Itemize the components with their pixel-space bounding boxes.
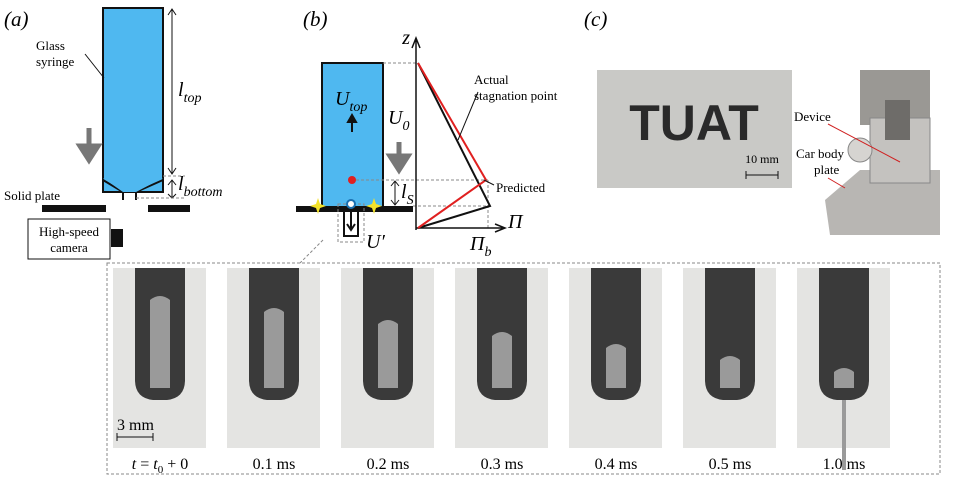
liquid-image bbox=[264, 308, 284, 388]
figure: (a) Glass syringe ltop lbottom Solid pla… bbox=[0, 0, 958, 483]
plate-label: plate bbox=[814, 162, 839, 177]
time-label: 1.0 ms bbox=[823, 456, 866, 473]
meniscus bbox=[347, 200, 355, 208]
plate bbox=[148, 205, 190, 212]
time-label: 0.3 ms bbox=[481, 456, 524, 473]
sample-text: TUAT bbox=[629, 95, 759, 151]
leader bbox=[85, 54, 104, 78]
pi-label: Π bbox=[507, 211, 524, 233]
l-bottom: lbottom bbox=[178, 173, 222, 200]
z-label: z bbox=[401, 27, 410, 49]
syringe-label: syringe bbox=[36, 54, 75, 69]
camera-label: camera bbox=[50, 240, 88, 255]
u-0: U0 bbox=[388, 107, 409, 134]
u-prime: U′ bbox=[366, 231, 385, 253]
device-part bbox=[885, 100, 910, 140]
down-arrow bbox=[390, 142, 408, 170]
camera-label: High-speed bbox=[39, 224, 99, 239]
plate-label: Solid plate bbox=[4, 188, 60, 203]
actual-label: Actual bbox=[474, 72, 509, 87]
l-s: lS bbox=[401, 181, 414, 208]
syringe-label: Glass bbox=[36, 38, 65, 53]
scale-label: 3 mm bbox=[117, 417, 154, 434]
frame-strip: 0.1 ms 0.2 ms 0.3 ms 0.4 ms 0.5 ms 1.0 ms bbox=[113, 268, 890, 473]
liquid-image bbox=[606, 344, 626, 388]
lens bbox=[111, 229, 123, 247]
liquid-image bbox=[720, 356, 740, 388]
dim-arrow bbox=[168, 9, 176, 174]
device-knob bbox=[848, 138, 872, 162]
liquid-image bbox=[834, 368, 854, 388]
panel-label: (b) bbox=[303, 7, 328, 31]
time-label: 0.4 ms bbox=[595, 456, 638, 473]
liquid-image bbox=[492, 332, 512, 388]
down-arrow bbox=[80, 128, 98, 160]
dim-arrow bbox=[391, 181, 399, 205]
leader bbox=[484, 180, 494, 185]
time-label: 0.1 ms bbox=[253, 456, 296, 473]
stagnation-point bbox=[348, 176, 356, 184]
zoom-link bbox=[300, 240, 323, 263]
scale-label: 10 mm bbox=[745, 152, 779, 166]
predicted-label: Predicted bbox=[496, 180, 546, 195]
dim-arrow bbox=[168, 180, 176, 198]
pi-b: Πb bbox=[469, 233, 491, 260]
plate bbox=[42, 205, 106, 212]
device-label: Device bbox=[794, 109, 831, 124]
time-label: 0.5 ms bbox=[709, 456, 752, 473]
syringe bbox=[103, 8, 163, 192]
panel-label: (a) bbox=[4, 7, 29, 31]
syringe bbox=[322, 63, 383, 207]
l-top: ltop bbox=[178, 79, 201, 106]
time-label: 0.2 ms bbox=[367, 456, 410, 473]
panel-label: (c) bbox=[584, 7, 607, 31]
liquid-image bbox=[150, 296, 170, 388]
actual-label: stagnation point bbox=[474, 88, 558, 103]
liquid-image bbox=[378, 320, 398, 388]
plate-label: Car body bbox=[796, 146, 845, 161]
time-label: t = t0 + 0 bbox=[132, 456, 188, 476]
